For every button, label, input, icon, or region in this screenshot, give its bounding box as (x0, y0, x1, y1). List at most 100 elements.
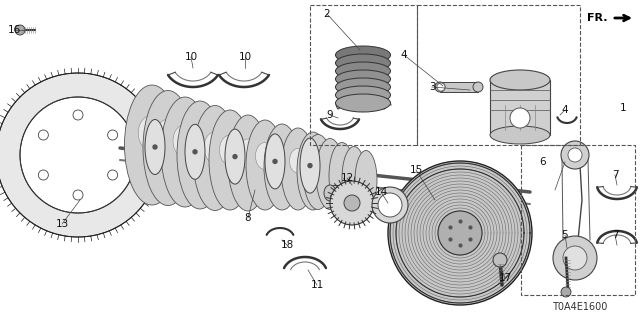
Text: 4: 4 (401, 50, 407, 60)
Text: 10: 10 (184, 52, 198, 62)
Ellipse shape (289, 148, 307, 173)
Text: 1: 1 (620, 103, 627, 113)
Ellipse shape (329, 142, 355, 210)
Ellipse shape (225, 129, 245, 184)
Ellipse shape (335, 78, 390, 96)
Circle shape (344, 195, 360, 211)
Ellipse shape (246, 120, 284, 210)
Ellipse shape (265, 134, 285, 189)
Ellipse shape (300, 138, 320, 193)
Ellipse shape (349, 185, 361, 201)
Text: 15: 15 (410, 165, 422, 175)
Ellipse shape (125, 85, 179, 205)
Ellipse shape (335, 46, 390, 64)
Text: 16: 16 (8, 25, 20, 35)
Ellipse shape (209, 110, 251, 210)
Ellipse shape (238, 139, 258, 168)
Ellipse shape (316, 139, 344, 210)
Bar (417, 5, 580, 145)
Circle shape (73, 190, 83, 200)
Circle shape (193, 150, 197, 154)
Circle shape (308, 164, 312, 168)
Ellipse shape (297, 132, 329, 210)
Ellipse shape (335, 94, 390, 112)
Circle shape (273, 159, 277, 164)
Ellipse shape (281, 128, 315, 210)
Circle shape (561, 141, 589, 169)
Ellipse shape (220, 135, 241, 165)
Circle shape (510, 108, 530, 128)
Bar (440, 82, 478, 92)
Text: T0A4E1600: T0A4E1600 (552, 302, 608, 312)
Ellipse shape (173, 124, 197, 157)
Circle shape (388, 161, 532, 305)
Circle shape (153, 145, 157, 149)
Circle shape (108, 130, 118, 140)
Ellipse shape (303, 134, 333, 210)
Text: 13: 13 (56, 219, 68, 229)
Circle shape (561, 287, 571, 297)
Circle shape (330, 181, 374, 225)
Text: 14: 14 (374, 187, 388, 197)
Circle shape (493, 253, 507, 267)
Text: FR.: FR. (588, 13, 608, 23)
Text: 2: 2 (324, 9, 330, 19)
Ellipse shape (145, 119, 165, 174)
Circle shape (73, 110, 83, 120)
Ellipse shape (185, 124, 205, 179)
Text: 9: 9 (326, 110, 333, 120)
Bar (330, 195, 352, 207)
Ellipse shape (143, 91, 193, 205)
Ellipse shape (473, 82, 483, 92)
Ellipse shape (342, 147, 366, 210)
Ellipse shape (189, 128, 211, 160)
Ellipse shape (193, 106, 237, 211)
Text: 6: 6 (540, 157, 547, 167)
Ellipse shape (138, 115, 166, 151)
Text: 4: 4 (562, 105, 568, 115)
Ellipse shape (490, 70, 550, 90)
Bar (330, 185, 355, 201)
Bar (490, 80, 550, 135)
Bar (310, 5, 417, 145)
Bar (521, 145, 635, 295)
Ellipse shape (255, 142, 275, 170)
Ellipse shape (204, 132, 226, 163)
Circle shape (553, 236, 597, 280)
Ellipse shape (490, 126, 550, 144)
Text: 17: 17 (499, 273, 511, 283)
Text: 12: 12 (340, 173, 354, 183)
Circle shape (378, 193, 402, 217)
Circle shape (372, 187, 408, 223)
Ellipse shape (435, 82, 445, 92)
Ellipse shape (264, 124, 300, 210)
Ellipse shape (161, 97, 209, 207)
Circle shape (38, 130, 49, 140)
Text: 5: 5 (562, 230, 568, 240)
Circle shape (15, 25, 25, 35)
Ellipse shape (305, 151, 321, 175)
Ellipse shape (228, 115, 268, 211)
Circle shape (438, 211, 482, 255)
Text: 10: 10 (239, 52, 252, 62)
Ellipse shape (324, 185, 336, 201)
Circle shape (233, 155, 237, 159)
Ellipse shape (335, 54, 390, 72)
Text: 7: 7 (612, 230, 618, 240)
Ellipse shape (335, 70, 390, 88)
Circle shape (108, 170, 118, 180)
Circle shape (563, 246, 587, 270)
Circle shape (38, 170, 49, 180)
Text: 3: 3 (429, 82, 435, 92)
Ellipse shape (355, 150, 377, 210)
Text: 7: 7 (612, 170, 618, 180)
Ellipse shape (156, 119, 180, 154)
Circle shape (568, 148, 582, 162)
Circle shape (437, 83, 445, 91)
Ellipse shape (177, 101, 223, 209)
Ellipse shape (335, 86, 390, 104)
Ellipse shape (335, 62, 390, 80)
Ellipse shape (273, 146, 291, 171)
Text: 18: 18 (280, 240, 294, 250)
Text: 8: 8 (244, 213, 252, 223)
